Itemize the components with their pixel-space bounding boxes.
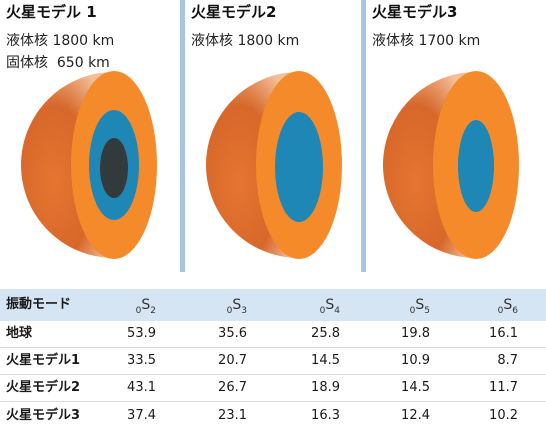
mode-column-header: 0S6 bbox=[497, 297, 518, 316]
mode-column-header: 0S2 bbox=[135, 297, 156, 316]
table-cell: 19.8 bbox=[401, 326, 430, 341]
table-cell: 53.9 bbox=[127, 326, 156, 341]
row-label: 火星モデル1 bbox=[6, 353, 81, 368]
table-cell: 23.1 bbox=[218, 408, 247, 423]
model-panel-2: 火星モデル2 液体核 1800 km bbox=[185, 0, 361, 272]
table-cell: 14.5 bbox=[401, 380, 430, 395]
row-divider bbox=[0, 347, 546, 348]
panel-separator bbox=[361, 0, 366, 272]
model-title-2: 火星モデル2 bbox=[191, 3, 277, 21]
table-row: 火星モデル1 33.5 20.7 14.5 10.9 8.7 bbox=[0, 348, 546, 374]
panel-separator bbox=[180, 0, 185, 272]
model-spec-1a: 液体核 1800 km bbox=[6, 33, 115, 49]
row-label: 火星モデル3 bbox=[6, 408, 81, 423]
row-label: 火星モデル2 bbox=[6, 380, 81, 395]
table-cell: 16.1 bbox=[489, 326, 518, 341]
table-cell: 26.7 bbox=[218, 380, 247, 395]
planet-cutaway-1 bbox=[21, 71, 157, 259]
table-cell: 18.9 bbox=[311, 380, 340, 395]
row-label: 地球 bbox=[6, 326, 33, 341]
table-row: 火星モデル2 43.1 26.7 18.9 14.5 11.7 bbox=[0, 375, 546, 401]
model-title-3: 火星モデル3 bbox=[372, 3, 458, 21]
table-row: 火星モデル3 37.4 23.1 16.3 12.4 10.2 bbox=[0, 403, 546, 429]
planet-cutaway-2 bbox=[206, 71, 342, 259]
planet-cutaway-3 bbox=[383, 71, 519, 259]
table-cell: 10.2 bbox=[489, 408, 518, 423]
table-header-label: 振動モード bbox=[6, 297, 72, 312]
table-cell: 10.9 bbox=[401, 353, 430, 368]
model-panel-1: 火星モデル 1 液体核 1800 km 固体核 650 km bbox=[0, 0, 176, 272]
mode-column-header: 0S5 bbox=[409, 297, 430, 316]
table-cell: 8.7 bbox=[497, 353, 518, 368]
table-cell: 11.7 bbox=[489, 380, 518, 395]
table-cell: 43.1 bbox=[127, 380, 156, 395]
table-cell: 33.5 bbox=[127, 353, 156, 368]
model-spec-2a: 液体核 1800 km bbox=[191, 33, 300, 49]
row-divider bbox=[0, 401, 546, 402]
mode-column-header: 0S4 bbox=[319, 297, 340, 316]
row-divider bbox=[0, 374, 546, 375]
mode-column-header: 0S3 bbox=[226, 297, 247, 316]
table-cell: 20.7 bbox=[218, 353, 247, 368]
table-cell: 16.3 bbox=[311, 408, 340, 423]
table-header-row: 振動モード 0S2 0S3 0S4 0S5 0S6 bbox=[0, 289, 546, 321]
table-cell: 14.5 bbox=[311, 353, 340, 368]
model-spec-1b: 固体核 650 km bbox=[6, 55, 110, 71]
model-spec-3a: 液体核 1700 km bbox=[372, 33, 481, 49]
model-panel-3: 火星モデル3 液体核 1700 km bbox=[366, 0, 542, 272]
table-cell: 35.6 bbox=[218, 326, 247, 341]
solid-core-1 bbox=[100, 138, 128, 198]
table-cell: 37.4 bbox=[127, 408, 156, 423]
model-panels: 火星モデル 1 液体核 1800 km 固体核 650 km 火星モデル2 液体… bbox=[0, 0, 542, 272]
table-cell: 12.4 bbox=[401, 408, 430, 423]
table-cell: 25.8 bbox=[311, 326, 340, 341]
table-row: 地球 53.9 35.6 25.8 19.8 16.1 bbox=[0, 321, 546, 347]
model-title-1: 火星モデル 1 bbox=[6, 3, 97, 21]
